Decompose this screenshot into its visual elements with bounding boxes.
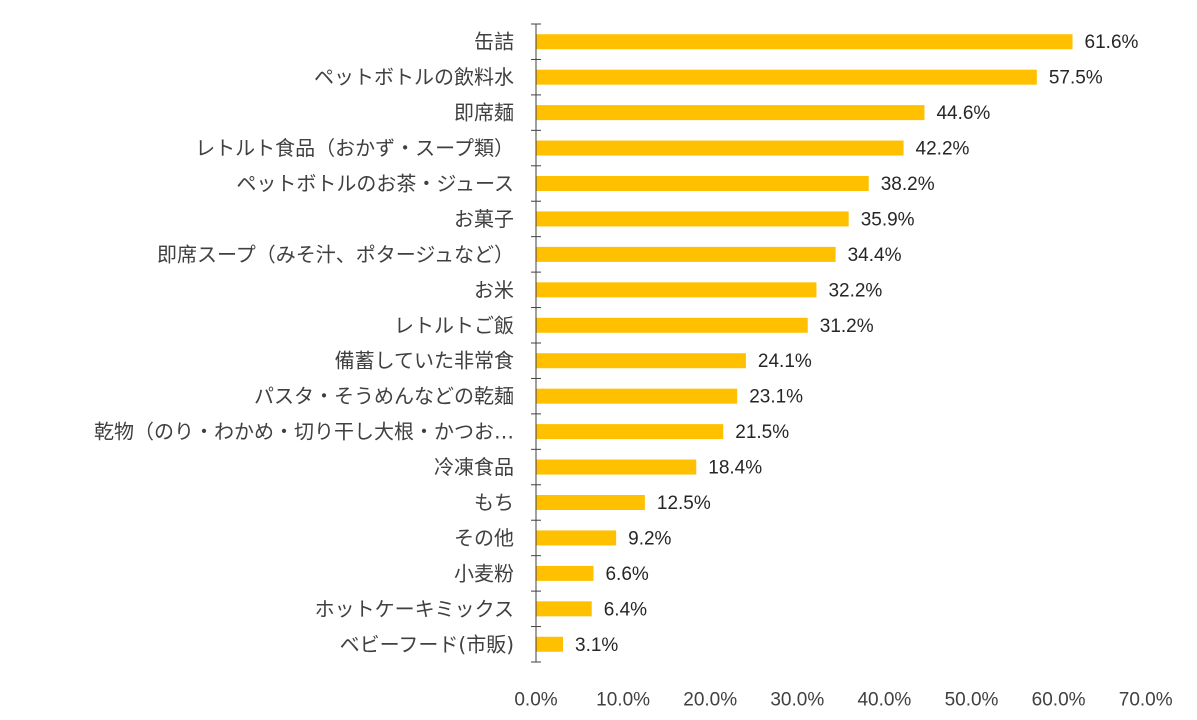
bar (536, 459, 697, 475)
category-label: ホットケーキミックス (315, 597, 514, 621)
bar (536, 495, 645, 510)
value-label: 21.5% (735, 422, 789, 443)
x-tick-label: 50.0% (945, 690, 999, 711)
category-label: その他 (454, 526, 514, 550)
x-tick-label: 60.0% (1032, 690, 1086, 711)
bar (536, 601, 592, 617)
bar (536, 636, 564, 652)
bar (536, 140, 904, 156)
category-label: 即席麺 (454, 101, 514, 125)
x-tick-label: 30.0% (770, 690, 824, 711)
category-label: レトルトご飯 (394, 313, 514, 337)
bar (536, 246, 836, 262)
bar (536, 353, 746, 369)
category-label: 即席スープ（みそ汁、ポタージュなど） (157, 242, 514, 266)
value-label: 24.1% (758, 351, 812, 372)
category-label: 缶詰 (474, 30, 514, 54)
x-tick-label: 70.0% (1119, 690, 1173, 711)
category-label: お菓子 (454, 207, 514, 231)
bar (536, 34, 1073, 50)
category-label: 小麦粉 (454, 561, 514, 585)
value-label: 61.6% (1085, 32, 1139, 53)
value-label: 31.2% (820, 316, 874, 337)
bar (536, 69, 1037, 85)
x-tick-label: 0.0% (514, 690, 557, 711)
axis-layer (531, 23, 541, 663)
bars-layer (536, 34, 1073, 652)
labels-layer: 缶詰 61.6% ペットボトルの飲料水 57.5% 即席麺 44.6% レトルト食品（おかず… (94, 30, 1173, 711)
category-label: ベビーフード(市販) (340, 632, 514, 656)
bar (536, 530, 617, 546)
value-label: 57.5% (1049, 68, 1103, 89)
category-label: 備蓄していた非常食 (335, 349, 514, 373)
x-tick-label: 10.0% (596, 690, 650, 711)
value-label: 42.2% (916, 139, 970, 160)
category-label: ペットボトルの飲料水 (314, 65, 514, 89)
x-tick-label: 20.0% (683, 690, 737, 711)
category-label: レトルト食品（おかず・スープ類） (195, 136, 514, 160)
category-label: 冷凍食品 (434, 455, 514, 479)
category-label: ペットボトルのお茶・ジュース (236, 172, 514, 196)
value-label: 6.6% (605, 564, 648, 585)
value-label: 38.2% (881, 174, 935, 195)
bar (536, 565, 594, 581)
bar (536, 388, 738, 404)
bar (536, 317, 808, 333)
value-label: 23.1% (749, 387, 803, 408)
category-label: 乾物（のり・わかめ・切り干し大根・かつお… (94, 420, 514, 444)
value-label: 35.9% (861, 209, 915, 230)
bar (536, 176, 869, 191)
value-label: 44.6% (936, 103, 990, 124)
category-label: パスタ・そうめんなどの乾麺 (254, 384, 514, 408)
bar (536, 105, 925, 121)
value-label: 34.4% (848, 245, 902, 266)
value-label: 12.5% (657, 493, 711, 514)
value-label: 32.2% (828, 280, 882, 301)
bar (536, 424, 724, 440)
bar (536, 282, 817, 298)
x-tick-label: 40.0% (857, 690, 911, 711)
bar (536, 211, 849, 227)
value-label: 18.4% (708, 458, 762, 479)
category-label: もち (474, 491, 514, 515)
value-label: 6.4% (604, 599, 647, 620)
value-label: 9.2% (628, 528, 671, 549)
category-label: お米 (474, 278, 514, 302)
value-label: 3.1% (575, 635, 618, 656)
